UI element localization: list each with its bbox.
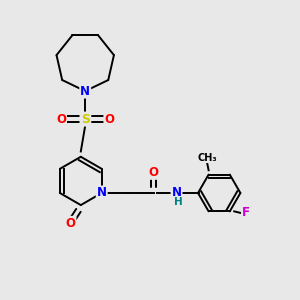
- Text: O: O: [56, 112, 66, 126]
- Text: H: H: [174, 197, 182, 207]
- Text: F: F: [242, 206, 250, 219]
- Text: S: S: [81, 112, 90, 126]
- Text: O: O: [65, 217, 76, 230]
- Text: N: N: [80, 85, 90, 98]
- Text: O: O: [148, 166, 158, 179]
- Text: N: N: [172, 187, 182, 200]
- Text: N: N: [97, 187, 107, 200]
- Text: CH₃: CH₃: [197, 153, 217, 163]
- Text: O: O: [104, 112, 114, 126]
